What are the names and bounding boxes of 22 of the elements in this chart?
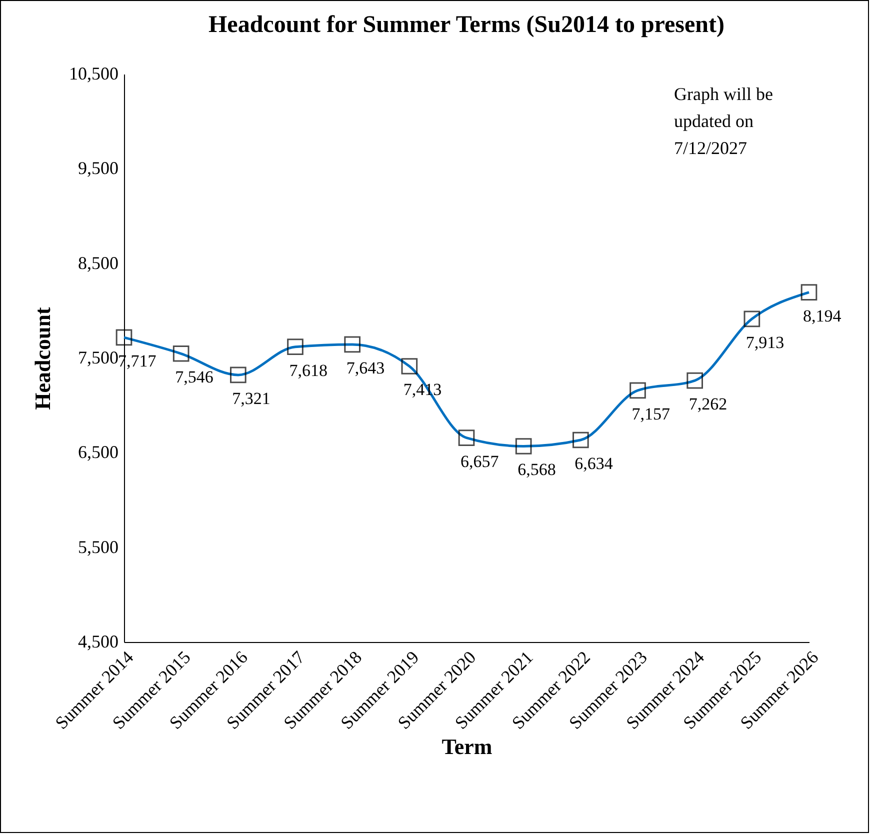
data-label: 6,568 — [518, 460, 556, 480]
data-label: 7,618 — [289, 360, 328, 380]
data-label: 8,194 — [803, 306, 842, 326]
data-label: 6,657 — [460, 452, 500, 471]
y-tick-label: 4,500 — [78, 632, 118, 652]
y-tick-label: 8,500 — [78, 252, 118, 273]
data-label: 7,913 — [746, 332, 784, 352]
y-tick-label: 6,500 — [78, 442, 118, 462]
y-axis-title: Headcount — [30, 306, 55, 410]
data-label: 7,546 — [175, 368, 214, 387]
x-axis-title: Term — [442, 734, 492, 759]
data-label: 7,321 — [232, 388, 270, 408]
data-label: 7,262 — [688, 394, 728, 414]
data-label: 6,634 — [574, 454, 614, 473]
y-tick-label: 7,500 — [78, 348, 118, 368]
data-label: 7,643 — [346, 358, 385, 378]
y-tick-label: 10,500 — [69, 64, 118, 84]
y-tick-label: 5,500 — [78, 536, 118, 557]
chart-title: Headcount for Summer Terms (Su2014 to present) — [208, 12, 724, 38]
y-tick-label: 9,500 — [78, 158, 118, 178]
annotation: Graph will be updated on 7/12/2027 — [674, 84, 773, 158]
data-label: 7,157 — [632, 404, 670, 424]
